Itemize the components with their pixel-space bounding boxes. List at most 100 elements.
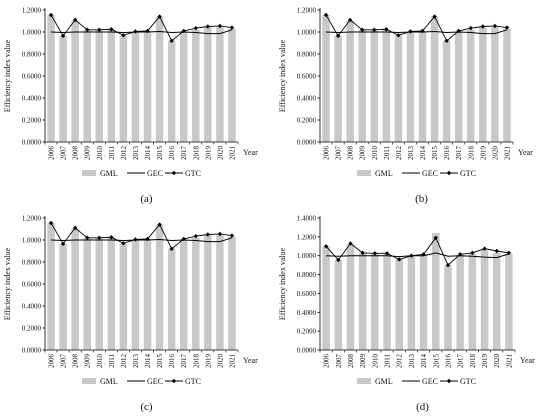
panel-caption-a: (a)	[140, 193, 153, 205]
y-tick-label: 0.8000	[22, 51, 42, 59]
bar-gml	[492, 252, 501, 350]
line-gec	[51, 29, 233, 35]
point-gtc	[133, 29, 138, 34]
point-gtc	[157, 14, 162, 19]
point-gtc	[48, 12, 54, 18]
bar-gml	[71, 20, 79, 143]
bar-gml	[334, 259, 343, 350]
y-tick-label: 0.4000	[297, 95, 317, 103]
x-tick-label: 2016	[168, 354, 176, 369]
legend-label-gec: GEC	[422, 169, 438, 178]
point-gtc	[121, 33, 126, 38]
line-gtc	[50, 222, 233, 250]
line-gtc	[325, 14, 508, 42]
chart-panel-d: 0.0000 0.2000 0.4000 0.6000 0.8000 1.0000 1.20…	[275, 208, 550, 416]
x-tick-label: 2013	[408, 354, 416, 369]
point-gtc	[133, 237, 138, 242]
panel-caption-c: (c)	[140, 401, 153, 413]
point-gtc	[432, 14, 437, 19]
bar-gml	[107, 237, 116, 350]
point-gtc	[492, 23, 498, 29]
bar-gml	[346, 20, 354, 143]
x-tick-label: 2012	[396, 354, 404, 369]
bar-gml	[228, 236, 236, 350]
bar-gml	[454, 31, 463, 143]
bar-gml	[334, 35, 342, 142]
point-gtc	[229, 233, 235, 238]
x-tick-label: 2006	[323, 354, 331, 369]
x-tick-label: 2013	[407, 146, 415, 161]
x-tick-label: 2020	[216, 146, 224, 161]
x-tick-label: 2010	[96, 146, 104, 161]
point-gtc	[360, 27, 365, 32]
bar-gml	[370, 30, 379, 143]
x-tick-label: 2011	[384, 354, 392, 368]
bar-gml	[119, 35, 128, 142]
bar-gml	[358, 30, 366, 143]
chart-a-svg: 0.0000 0.2000 0.4000 0.6000 0.8000 1.0000 1.20…	[3, 7, 258, 206]
point-gtc	[181, 236, 186, 242]
y-tick-label: 1.4000	[297, 215, 317, 223]
x-tick-label: 2021	[228, 354, 236, 369]
bar-gml	[467, 29, 475, 142]
bar-gml	[155, 16, 164, 143]
bar-gml	[503, 28, 511, 143]
bar-gml	[119, 243, 128, 350]
chart-panel-a: 0.0000 0.2000 0.4000 0.6000 0.8000 1.0000 1.20…	[0, 0, 275, 208]
x-tick-label: 2014	[419, 146, 427, 161]
x-tick-label: 2015	[432, 354, 440, 369]
x-tick-label: 2013	[132, 354, 140, 369]
panel-caption-d: (d)	[416, 401, 429, 413]
legend-swatch-gml	[357, 378, 371, 384]
bar-gml	[155, 224, 164, 350]
point-gtc	[193, 25, 198, 31]
y-tick-label: 0.8000	[297, 51, 317, 59]
point-gtc	[470, 250, 475, 256]
x-tick-label: 2009	[359, 354, 367, 369]
x-tick-label: 2018	[469, 354, 477, 369]
bar-gml	[192, 237, 200, 350]
legend-marker-gtc	[171, 170, 177, 176]
point-gtc	[456, 28, 461, 34]
x-tick-label: 2008	[347, 354, 355, 369]
bar-gml	[107, 29, 116, 142]
x-tick-label: 2018	[467, 146, 475, 161]
x-tick-label: 2014	[144, 354, 152, 369]
x-tick-label: 2012	[120, 146, 128, 161]
point-gtc	[482, 246, 487, 251]
x-tick-label: 2013	[132, 146, 140, 161]
x-tick-label: 2011	[108, 146, 116, 160]
bar-gml	[143, 31, 152, 143]
x-tick-label: 2010	[371, 146, 379, 161]
point-gtc	[97, 27, 102, 32]
bar-gml	[192, 29, 200, 142]
bar-gml	[456, 254, 464, 350]
x-tick-label: 2007	[335, 354, 343, 369]
legend-label-gml: GML	[375, 169, 393, 178]
legend-label-gec: GEC	[422, 377, 438, 386]
bar-gml	[131, 32, 140, 142]
x-tick-label: 2011	[383, 146, 391, 160]
x-tick-label: 2014	[420, 354, 428, 369]
bar-gml	[167, 248, 176, 350]
bar-gml	[419, 254, 428, 350]
y-tick-label: 1.0000	[297, 29, 317, 37]
x-tick-label: 2020	[216, 354, 224, 369]
point-gtc	[384, 27, 389, 32]
bar-gml	[346, 244, 355, 350]
x-tick-label: 2019	[204, 354, 212, 369]
x-axis-unit: Year	[243, 356, 258, 365]
legend-label-gtc: GTC	[185, 169, 201, 178]
x-axis-unit: Year	[518, 148, 533, 157]
bar-gml	[480, 250, 489, 350]
x-tick-label: 2019	[204, 146, 212, 161]
line-gtc	[50, 14, 233, 42]
y-tick-label: 0.2000	[22, 117, 42, 125]
point-gtc	[85, 27, 90, 32]
point-gtc	[480, 24, 486, 29]
legend-label-gml: GML	[100, 377, 118, 386]
x-tick-label: 2007	[335, 146, 343, 161]
y-tick-label: 1.0000	[22, 237, 42, 245]
legend-label-gec: GEC	[147, 377, 163, 386]
y-tick-label: 0.4000	[22, 95, 42, 103]
